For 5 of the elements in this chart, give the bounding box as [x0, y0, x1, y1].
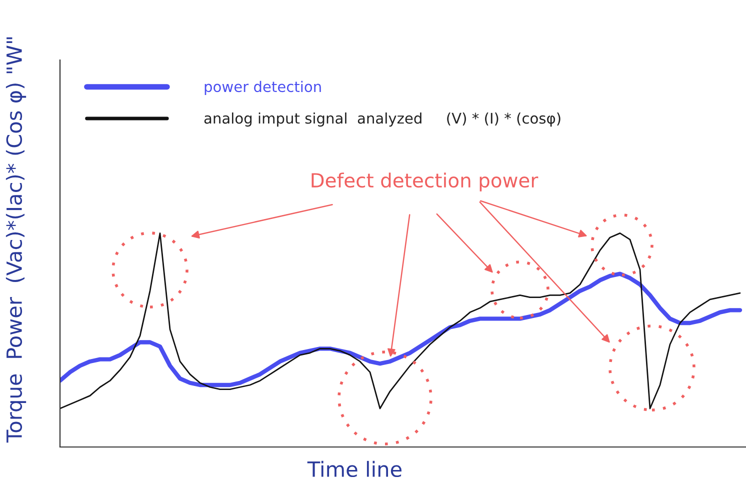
text: Defect detection power [312, 172, 538, 192]
x-axis-title: Time line [307, 460, 402, 478]
y-axis-title: Torque Power (Vac)*(Iac)* (Cos φ) "W" [6, 37, 26, 443]
text: power detection [204, 80, 321, 95]
text: analog imput signal analyzed (V) * (I) * (cosφ) [204, 112, 560, 127]
